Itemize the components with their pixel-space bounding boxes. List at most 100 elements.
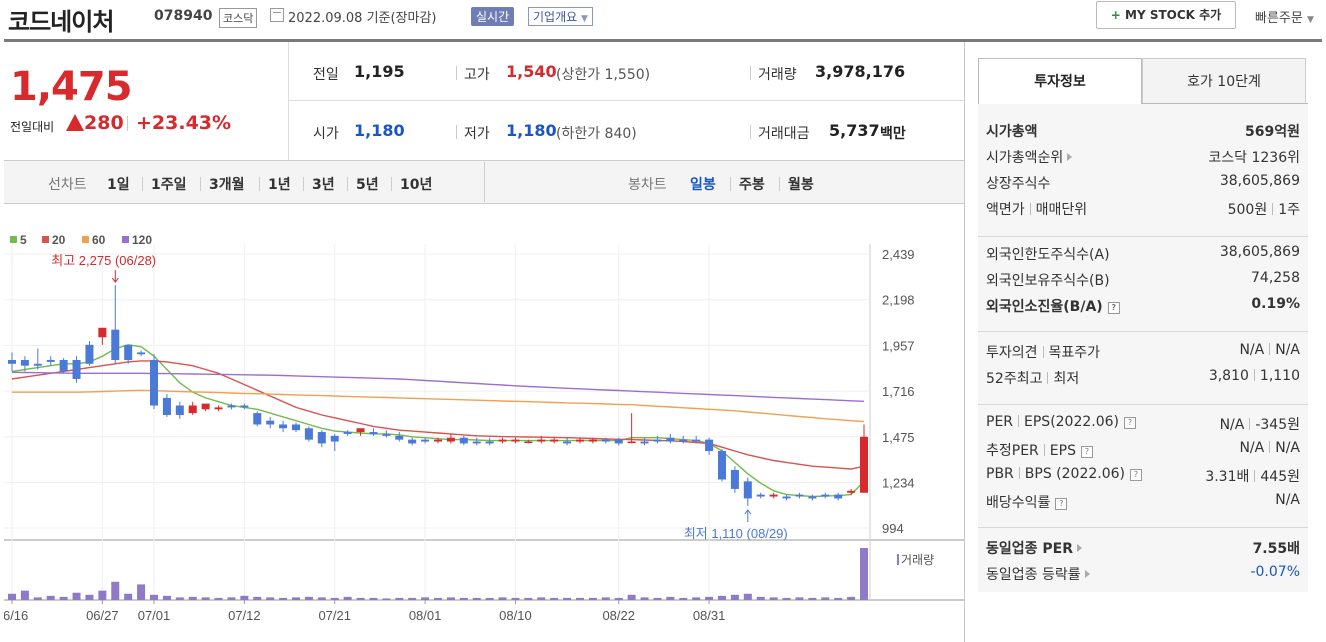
- chevron-right-icon[interactable]: [1067, 153, 1073, 161]
- candle-body: [472, 441, 481, 444]
- quote-separator: [456, 66, 457, 80]
- volume-bar: [705, 596, 714, 600]
- tab-investment-info[interactable]: 투자정보: [978, 58, 1142, 104]
- info-value-text: N/A: [1239, 440, 1265, 456]
- company-overview-label: 기업개요: [533, 10, 578, 24]
- period-3m[interactable]: 3개월: [209, 177, 245, 193]
- help-icon[interactable]: ?: [1055, 498, 1068, 510]
- chevron-right-icon[interactable]: [1084, 570, 1090, 578]
- period-separator: [303, 177, 304, 191]
- pipe-separator: [1018, 415, 1020, 427]
- period-1d[interactable]: 1일: [107, 177, 130, 193]
- volume-bar: [162, 595, 171, 600]
- quote-separator: [750, 66, 751, 80]
- tab-underline: [1142, 103, 1308, 104]
- calendar-icon: [270, 8, 284, 22]
- volume-label: 거래량: [901, 553, 934, 567]
- volume-bar: [111, 581, 120, 600]
- volume-bar: [730, 594, 739, 600]
- pipe-separator: [1018, 467, 1020, 479]
- volume-bar: [240, 595, 249, 600]
- info-value: N/A N/A: [1239, 440, 1300, 456]
- candle-weekly[interactable]: 주봉: [739, 177, 765, 193]
- volume-legend-icon: [897, 554, 899, 565]
- volume-bar: [446, 597, 455, 600]
- info-value-text-2: N/A: [1275, 342, 1300, 358]
- info-label-text: 투자의견: [986, 345, 1038, 361]
- volume-bar: [304, 596, 313, 600]
- info-label-text: PBR: [986, 466, 1014, 482]
- period-5y[interactable]: 5년: [356, 177, 379, 193]
- candle-body: [7, 359, 17, 364]
- info-label-text-2: 목표주가: [1048, 345, 1101, 361]
- info-value-text-2: N/A: [1275, 440, 1300, 456]
- info-value-text: 7.55배: [1252, 541, 1300, 557]
- volume-bar: [588, 597, 597, 600]
- mystock-add-button[interactable]: + MY STOCK 추가: [1096, 1, 1236, 29]
- ma-line-20: [11, 360, 865, 470]
- volume-bar: [601, 597, 610, 600]
- chevron-down-icon: ▼: [581, 14, 588, 24]
- open-label: 시가: [313, 126, 339, 142]
- info-value: 3.31배 445원: [1205, 466, 1300, 486]
- help-icon[interactable]: ?: [1129, 469, 1142, 481]
- info-label-text: 시가총액순위: [986, 150, 1064, 166]
- help-icon[interactable]: ?: [1080, 446, 1093, 458]
- candle-body: [317, 432, 326, 444]
- volume-bar: [575, 597, 585, 600]
- volume-bar: [459, 597, 468, 600]
- volume-bar: [614, 597, 623, 600]
- low-annotation: 최저 1,110 (08/29): [684, 526, 788, 541]
- period-10y[interactable]: 10년: [400, 177, 433, 193]
- info-value-text: N/A: [1239, 342, 1265, 358]
- info-value: 38,605,869: [1220, 244, 1300, 260]
- y-tick-label: 1,234: [882, 475, 915, 490]
- stock-chart[interactable]: 5 20 60 120 2,439 2,198 1,957 1,716 1,475 1,234 9…: [4, 204, 964, 640]
- volume-bar: [369, 597, 378, 600]
- quick-order-button[interactable]: 빠른주문 ▼: [1255, 7, 1314, 26]
- candle-body: [563, 441, 572, 444]
- candle-body: [395, 435, 404, 440]
- info-label-text: 시가총액: [986, 124, 1038, 140]
- x-tick-label: 06/27: [86, 608, 119, 623]
- help-icon[interactable]: ?: [1107, 302, 1120, 314]
- y-tick-label: 1,716: [882, 384, 915, 399]
- high-arrow-head-icon: [111, 277, 119, 283]
- x-tick-label: 08/10: [499, 608, 532, 623]
- pipe-separator: [1047, 372, 1049, 384]
- candle-monthly[interactable]: 월봉: [788, 177, 814, 193]
- volume-bar: [769, 597, 778, 600]
- plus-icon: +: [1110, 8, 1121, 22]
- info-label: 52주최고 최저: [986, 368, 1079, 388]
- help-icon[interactable]: ?: [1124, 417, 1137, 429]
- volume-label: 거래량: [758, 67, 797, 83]
- x-tick-label: 08/22: [602, 608, 635, 623]
- candle-body: [408, 439, 417, 444]
- volume-bar: [756, 596, 765, 600]
- info-value-text: 74,258: [1251, 270, 1300, 286]
- x-tick-label: 06/16: [4, 608, 28, 623]
- volume-bar: [227, 597, 236, 600]
- info-value-text-2: 1,110: [1259, 368, 1300, 384]
- info-label: 상장주식수: [986, 173, 1050, 193]
- info-label-text-2: 매매단위: [1035, 202, 1088, 218]
- realtime-button[interactable]: 실시간: [471, 7, 515, 26]
- info-label: 배당수익률?: [986, 492, 1068, 512]
- period-1y[interactable]: 1년: [268, 177, 291, 193]
- candle-daily[interactable]: 일봉: [690, 177, 716, 193]
- volume-bar: [627, 594, 636, 600]
- price-box-divider: [288, 42, 289, 160]
- y-tick-label: 1,475: [882, 430, 915, 445]
- period-1w[interactable]: 1주일: [151, 177, 187, 193]
- chevron-right-icon[interactable]: [1077, 544, 1082, 552]
- candle-body: [59, 359, 68, 372]
- info-label-text: 추정PER: [986, 443, 1039, 459]
- legend-label-60: 60: [92, 233, 106, 247]
- tab-order-book[interactable]: 호가 10단계: [1142, 58, 1306, 104]
- prev-close-label: 전일: [313, 67, 339, 83]
- volume-bar: [7, 593, 17, 600]
- period-3y[interactable]: 3년: [312, 177, 335, 193]
- company-overview-dropdown[interactable]: 기업개요 ▼: [528, 7, 593, 26]
- period-separator: [730, 177, 731, 191]
- amount-value: 5,737: [829, 121, 880, 140]
